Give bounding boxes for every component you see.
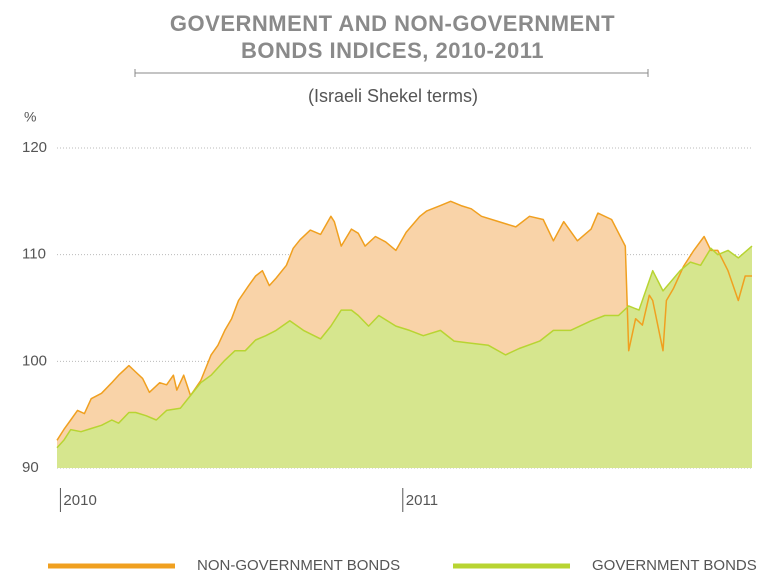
y-tick-label: 110 [22, 246, 46, 263]
legend-label: NON-GOVERNMENT BONDS [197, 557, 400, 574]
y-tick-label: 120 [22, 139, 47, 156]
line [56, 245, 753, 449]
x-tick-label: 2011 [406, 492, 438, 509]
chart-subtitle: (Israeli Shekel terms) [308, 86, 478, 106]
area [57, 246, 752, 468]
x-tick-label: 2010 [63, 492, 96, 509]
y-tick-label: 90 [22, 459, 39, 476]
chart-title: GOVERNMENT AND NON-GOVERNMENT BONDS INDI… [169, 11, 616, 63]
y-axis-label: % [24, 109, 36, 125]
line [56, 200, 752, 441]
legend-label: GOVERNMENT BONDS [592, 557, 757, 574]
y-tick-label: 100 [22, 352, 47, 369]
